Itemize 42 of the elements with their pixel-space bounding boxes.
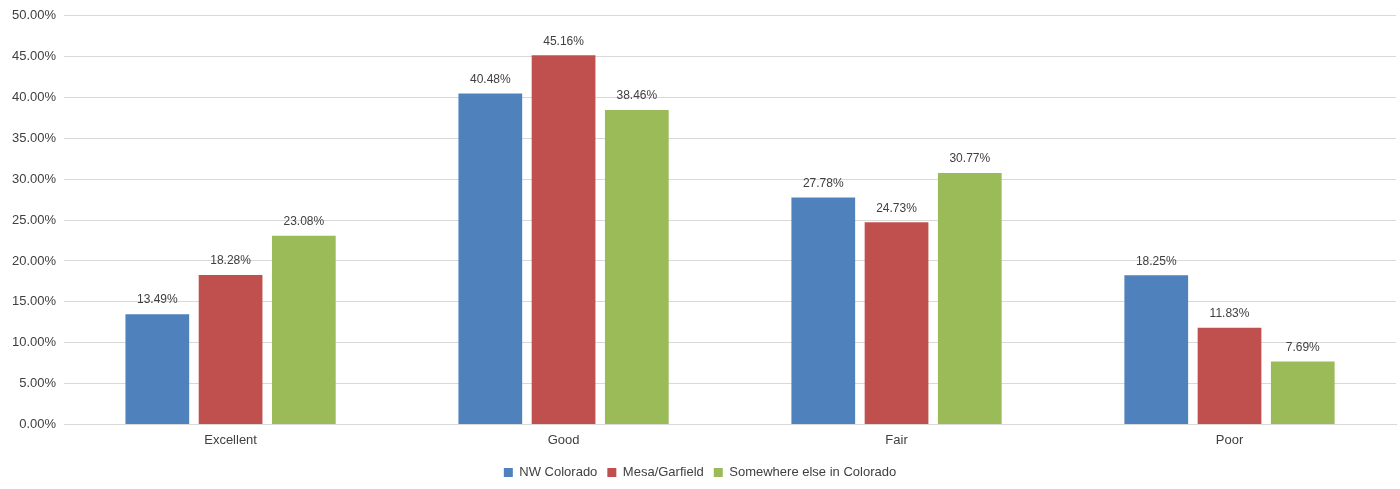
y-tick-label: 20.00% bbox=[12, 252, 57, 268]
y-tick-label: 5.00% bbox=[19, 375, 57, 391]
bar bbox=[1197, 327, 1262, 424]
legend-label: Mesa/Garfield bbox=[622, 464, 704, 480]
y-tick-label: 50.00% bbox=[12, 7, 57, 23]
data-label: 11.83% bbox=[1209, 306, 1250, 321]
data-label: 45.16% bbox=[543, 33, 585, 48]
y-tick-label: 30.00% bbox=[12, 170, 57, 186]
bar bbox=[271, 235, 336, 424]
bar bbox=[604, 110, 669, 424]
bar bbox=[1270, 361, 1335, 424]
data-label: 18.25% bbox=[1135, 253, 1177, 268]
bar bbox=[791, 197, 856, 424]
bar bbox=[864, 222, 929, 424]
data-label: 13.49% bbox=[136, 292, 178, 307]
legend-label: NW Colorado bbox=[519, 464, 598, 480]
data-label: 27.78% bbox=[802, 175, 844, 190]
y-tick-label: 45.00% bbox=[12, 48, 57, 64]
bar bbox=[937, 172, 1002, 424]
bar bbox=[1124, 275, 1189, 424]
bar bbox=[125, 314, 190, 424]
data-label: 30.77% bbox=[949, 151, 991, 166]
y-tick-label: 25.00% bbox=[12, 211, 57, 227]
data-label: 38.46% bbox=[616, 88, 658, 103]
data-label: 23.08% bbox=[283, 214, 325, 229]
x-tick-label: Excellent bbox=[204, 431, 258, 447]
bar bbox=[531, 55, 596, 424]
bar bbox=[198, 275, 263, 424]
data-label: 18.28% bbox=[210, 253, 252, 268]
x-tick-label: Poor bbox=[1215, 431, 1244, 447]
bar bbox=[458, 93, 523, 424]
data-label: 40.48% bbox=[469, 71, 511, 86]
y-tick-label: 40.00% bbox=[12, 89, 57, 105]
data-label: 7.69% bbox=[1285, 339, 1321, 354]
y-tick-label: 0.00% bbox=[19, 415, 57, 431]
y-tick-label: 10.00% bbox=[12, 334, 57, 350]
legend-label: Somewhere else in Colorado bbox=[729, 464, 897, 480]
y-tick-label: 15.00% bbox=[12, 293, 57, 309]
y-tick-label: 35.00% bbox=[12, 129, 57, 145]
x-tick-label: Good bbox=[547, 431, 580, 447]
data-label: 24.73% bbox=[876, 200, 918, 215]
x-tick-label: Fair bbox=[885, 431, 909, 447]
